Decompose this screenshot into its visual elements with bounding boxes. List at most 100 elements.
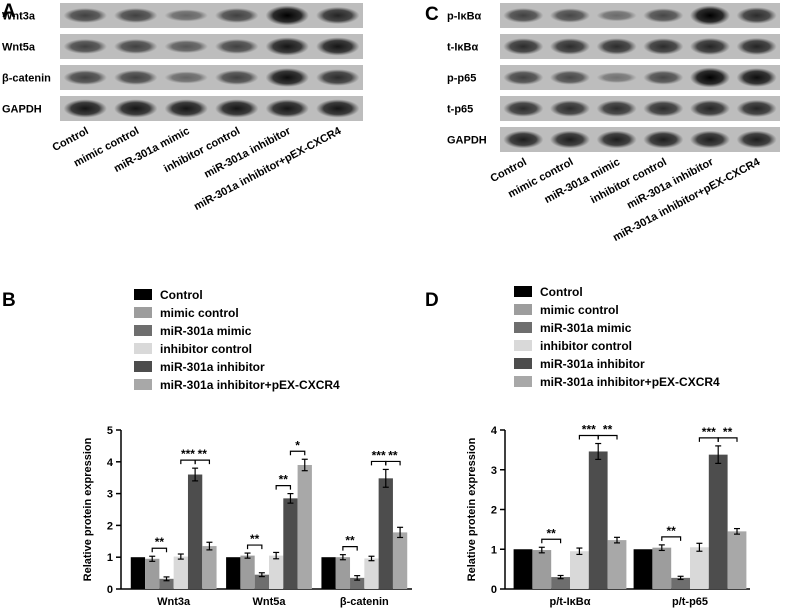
- blot-band: [265, 37, 309, 56]
- bar: [173, 556, 188, 589]
- legend-label: miR-301a mimic: [160, 324, 252, 338]
- legend-swatch: [514, 304, 532, 315]
- blot-row-label: t-p65: [447, 104, 473, 116]
- x-tick-label: Wnt5a: [253, 596, 287, 608]
- blot-band: [265, 68, 309, 87]
- significance-bracket: [385, 460, 401, 466]
- bar: [130, 557, 146, 589]
- bar: [269, 555, 284, 589]
- x-tick-label: Wnt3a: [157, 596, 191, 608]
- blot-band: [503, 8, 544, 23]
- bar: [708, 454, 728, 589]
- bar: [335, 557, 351, 589]
- bar: [145, 558, 160, 589]
- blot-band: [643, 130, 684, 149]
- blot-band: [736, 68, 777, 87]
- y-tick-label: 3: [107, 489, 113, 501]
- bar: [350, 577, 365, 589]
- blot-band: [316, 37, 360, 56]
- bar: [392, 532, 408, 589]
- legend-label: inhibitor control: [540, 339, 632, 353]
- blot-strip: [500, 127, 780, 152]
- blot-row-label: Wnt3a: [2, 11, 36, 23]
- blot-band: [114, 8, 158, 23]
- blot-band: [114, 70, 158, 85]
- panel-letter-b: B: [2, 290, 16, 311]
- bar: [364, 558, 379, 589]
- blot-band: [689, 130, 731, 149]
- blot-strip: [60, 65, 363, 90]
- blot-band: [689, 37, 731, 56]
- bar: [187, 474, 203, 589]
- blot-band: [549, 100, 591, 117]
- blot-band: [63, 8, 107, 23]
- blot-band: [215, 8, 259, 23]
- panel-letter-a: A: [2, 1, 16, 22]
- bar: [607, 540, 627, 589]
- blot-band: [215, 39, 259, 54]
- legend-swatch: [134, 361, 152, 372]
- panel-letter-c: C: [425, 4, 439, 25]
- bar: [513, 549, 533, 589]
- bar: [588, 451, 608, 589]
- legend-label: miR-301a inhibitor: [160, 360, 265, 374]
- significance-bracket: [194, 459, 211, 465]
- bar: [297, 464, 312, 589]
- bar: [727, 531, 747, 589]
- blot-band: [503, 38, 544, 55]
- blot-row-label: GAPDH: [447, 135, 487, 147]
- blot-band: [63, 99, 107, 118]
- legend-swatch: [134, 307, 152, 318]
- blot-band: [316, 69, 360, 86]
- y-tick-label: 0: [107, 584, 113, 596]
- significance-bracket: [717, 437, 738, 442]
- panel-letter-d: D: [425, 290, 439, 311]
- y-axis-label: Relative protein expression: [82, 437, 94, 581]
- significance-bracket: [541, 538, 562, 544]
- blot-strip: [500, 34, 780, 59]
- legend-swatch: [134, 379, 152, 390]
- blot-band: [503, 100, 544, 117]
- blot-band: [215, 99, 259, 118]
- y-tick-label: 1: [107, 552, 113, 564]
- y-tick-label: 0: [491, 584, 497, 596]
- lane-label: Control: [50, 125, 90, 154]
- x-tick-label: β-catenin: [340, 596, 389, 608]
- legend-swatch: [514, 340, 532, 351]
- legend-swatch: [134, 343, 152, 354]
- blot-strip: [60, 96, 363, 121]
- blot-band: [736, 130, 777, 149]
- legend-swatch: [134, 325, 152, 336]
- legend-swatch: [514, 358, 532, 369]
- blot-band: [596, 38, 637, 55]
- blot-band: [316, 99, 360, 118]
- bar: [532, 550, 552, 589]
- y-axis-label: Relative protein expression: [466, 437, 478, 581]
- significance-label: **: [198, 447, 208, 461]
- significance-label: *: [295, 438, 300, 452]
- western-blot-c: p-IκBαt-IκBαp-p65t-p65GAPDHControlmimic …: [447, 3, 780, 244]
- blot-band: [689, 67, 731, 88]
- significance-bracket: [151, 547, 168, 553]
- significance-label: ***: [582, 423, 596, 437]
- x-tick-label: p/t-IκBα: [550, 596, 591, 608]
- bar: [321, 557, 336, 589]
- blot-band: [549, 130, 591, 149]
- blot-row-label: p-p65: [447, 73, 476, 85]
- blot-row-label: β-catenin: [2, 73, 51, 85]
- bar-chart-b: Control mimic control miR-301a mimic inhibi…: [82, 288, 412, 608]
- significance-bracket: [246, 544, 263, 550]
- y-tick-label: 4: [107, 457, 114, 469]
- bar: [254, 574, 269, 589]
- significance-label: **: [388, 448, 398, 462]
- blot-strip: [60, 34, 363, 59]
- bar: [240, 555, 255, 589]
- blot-band: [63, 39, 107, 54]
- blot-band: [596, 72, 637, 83]
- significance-label: **: [155, 535, 165, 549]
- significance-bracket: [275, 485, 292, 490]
- bar: [159, 578, 174, 589]
- significance-label: **: [667, 524, 677, 538]
